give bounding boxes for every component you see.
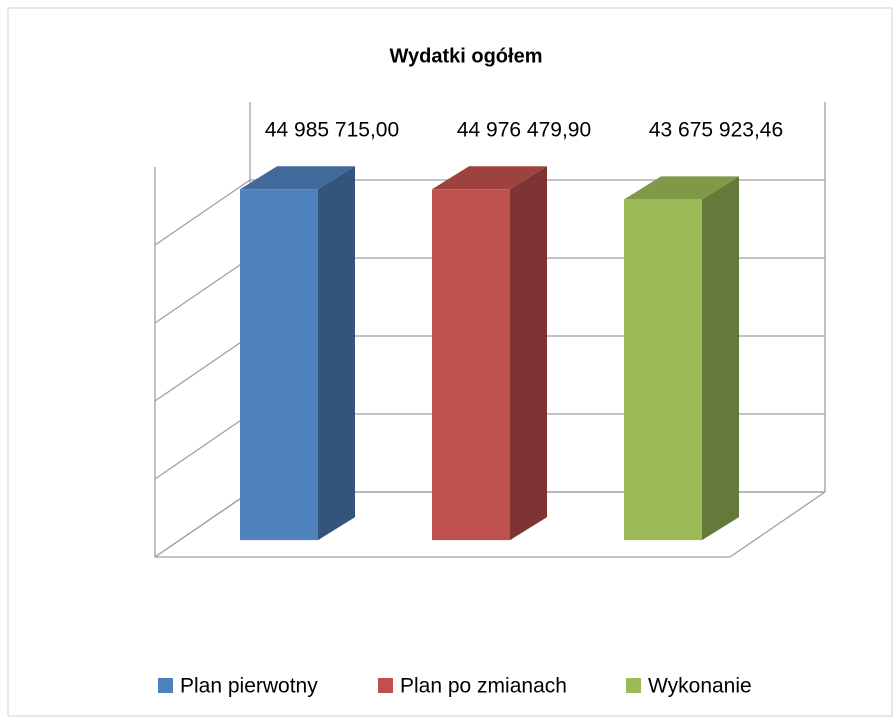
bar-side — [510, 166, 547, 541]
grid-line — [154, 179, 825, 246]
legend-swatch — [378, 678, 393, 693]
legend-label: Plan po zmianach — [400, 675, 567, 698]
legend-label: Plan pierwotny — [180, 675, 318, 698]
legend-swatch — [626, 678, 641, 693]
bar-top — [432, 166, 547, 190]
bar — [240, 189, 318, 541]
legend-swatch — [158, 678, 173, 693]
bar-top — [624, 176, 739, 200]
bar — [432, 189, 510, 541]
chart-title: Wydatki ogółem — [390, 45, 543, 67]
data-label: 44 976 479,90 — [457, 119, 591, 142]
bar-side — [318, 166, 355, 541]
bar-side — [702, 176, 739, 541]
bar-top — [240, 166, 355, 190]
data-label: 43 675 923,46 — [649, 119, 783, 142]
data-label: 44 985 715,00 — [265, 119, 399, 142]
legend-label: Wykonanie — [648, 675, 752, 698]
bar — [624, 199, 702, 541]
